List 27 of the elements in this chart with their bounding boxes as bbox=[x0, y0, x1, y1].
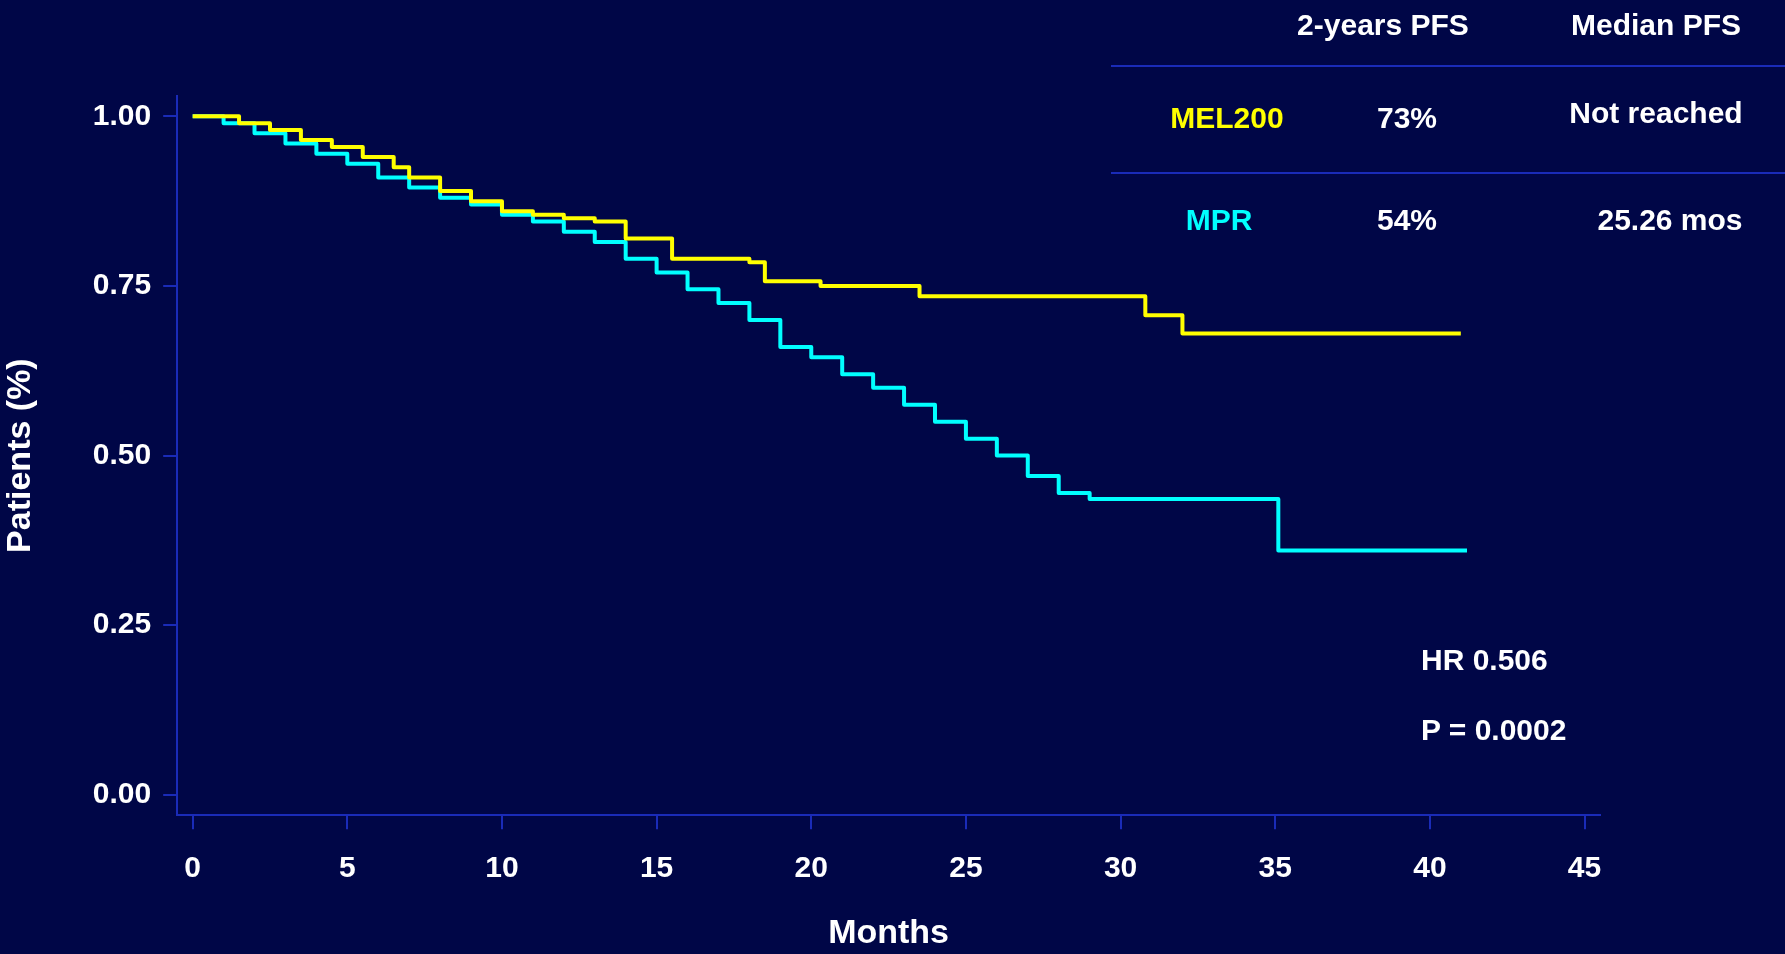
text: MPR bbox=[1185, 203, 1253, 236]
annotation: 73% bbox=[1376, 101, 1438, 134]
x-tick-label: 25 bbox=[949, 850, 983, 884]
text: MEL200 bbox=[1170, 101, 1284, 134]
y-tick-label: 0.25 bbox=[92, 606, 152, 640]
annotation: P = 0.0002 bbox=[1421, 712, 1568, 748]
x-tick-label: 30 bbox=[1103, 850, 1138, 884]
y-tick-label: 0.75 bbox=[92, 267, 152, 301]
x-tick-label: 10 bbox=[485, 850, 519, 884]
x-tick-label: 0 bbox=[184, 850, 201, 884]
x-tick-label: 20 bbox=[794, 850, 828, 884]
text: 2-years PFS bbox=[1297, 8, 1469, 41]
y-tick-label: 1.00 bbox=[92, 97, 152, 131]
annotation: 54% bbox=[1376, 203, 1438, 236]
x-tick-label: 35 bbox=[1258, 850, 1292, 884]
x-tick-label: 15 bbox=[639, 850, 674, 884]
annotation: 25.26 mos bbox=[1596, 202, 1744, 238]
annotation: Not reached bbox=[1568, 95, 1744, 131]
annotation: HR 0.506 bbox=[1421, 642, 1549, 678]
y-tick-label: 0.50 bbox=[92, 436, 152, 470]
x-tick-label: 45 bbox=[1567, 850, 1602, 884]
y-axis-title: Patients (%) bbox=[0, 358, 37, 553]
x-tick-label: 5 bbox=[338, 850, 356, 884]
x-axis-title: Months bbox=[828, 911, 950, 950]
text: Median PFS bbox=[1570, 8, 1742, 41]
y-tick-label: 0.00 bbox=[92, 776, 152, 810]
x-tick-label: 40 bbox=[1413, 850, 1447, 884]
